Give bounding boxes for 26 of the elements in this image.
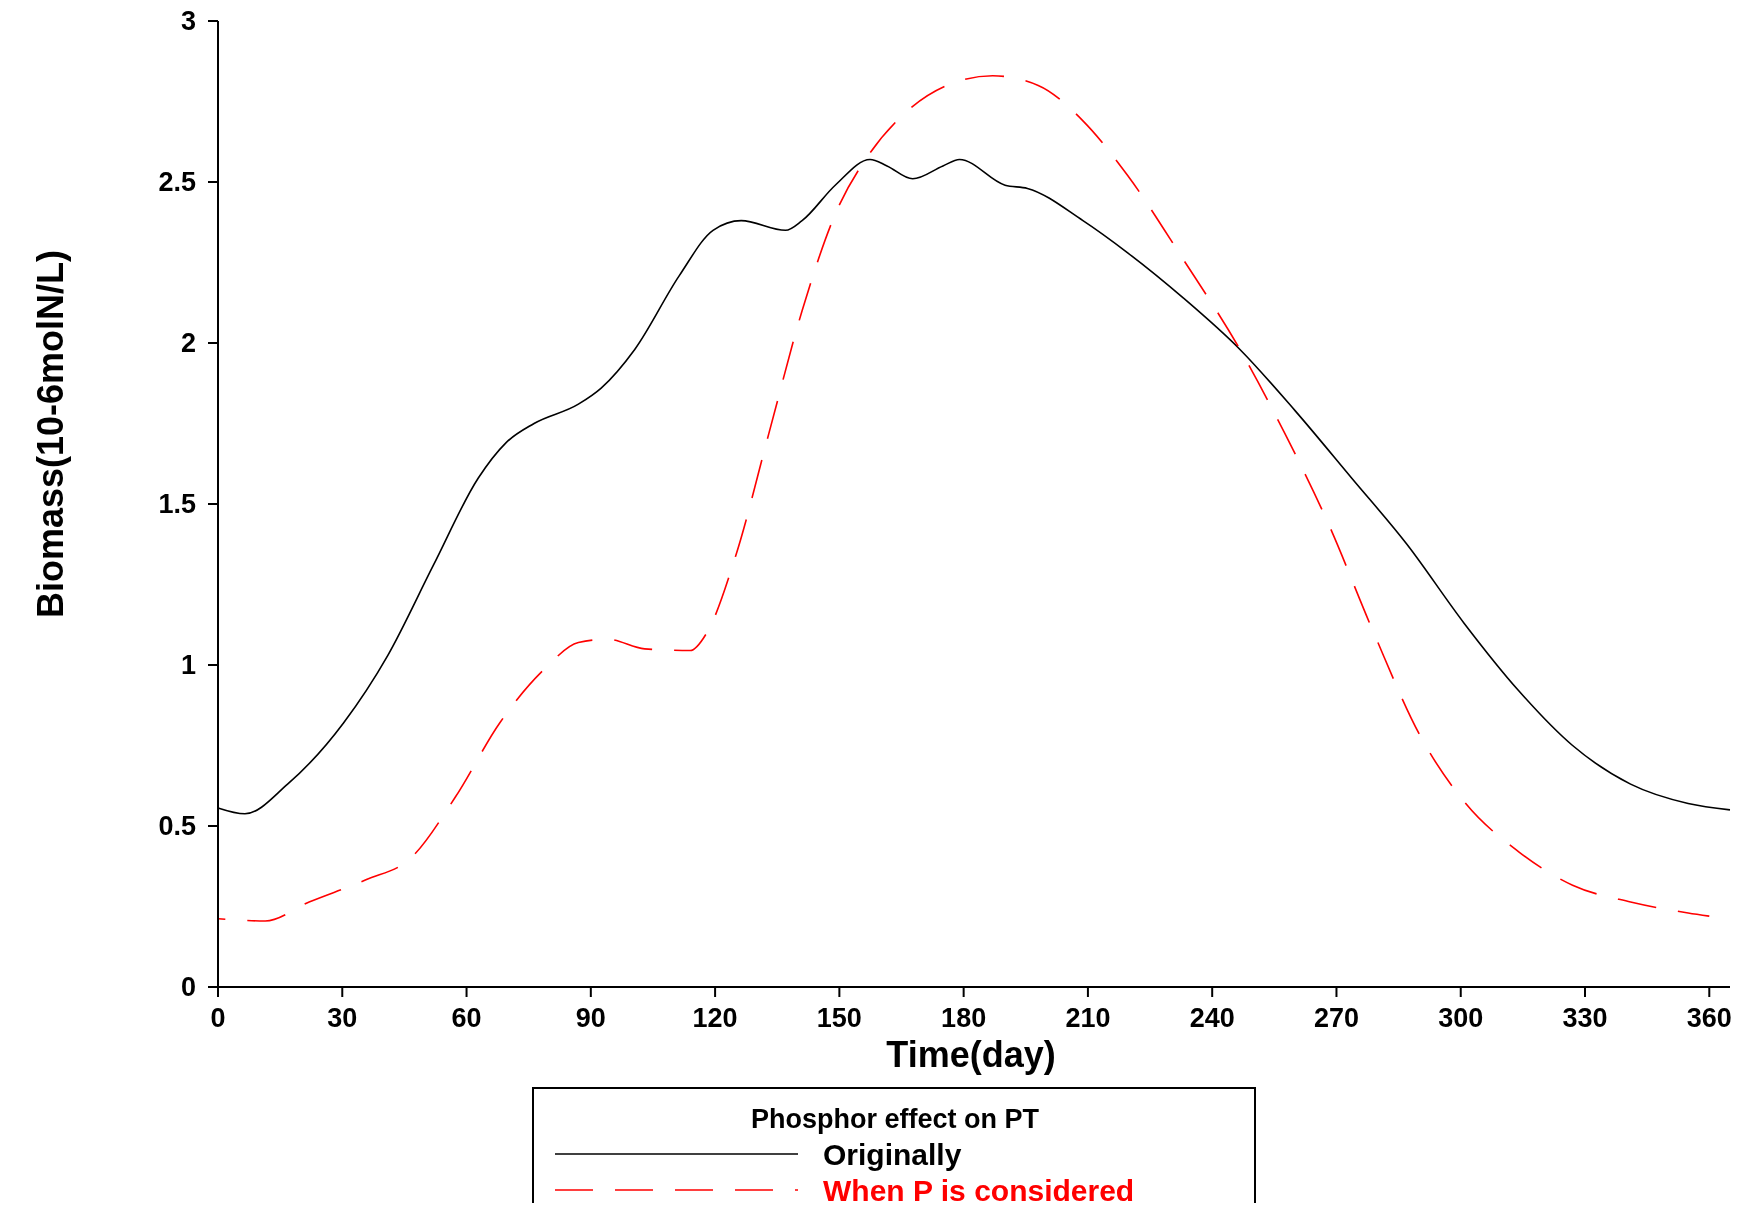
y-tick-label: 0 — [180, 972, 196, 1003]
x-tick-label: 240 — [1189, 1003, 1235, 1033]
y-tick-label: 1 — [180, 650, 196, 681]
x-axis-title: Time(day) — [886, 1034, 1056, 1075]
y-tick-label: 2.5 — [158, 167, 196, 198]
x-tick-label: 60 — [451, 1003, 482, 1033]
y-tick-label: 3 — [180, 6, 196, 37]
x-tick-label: 270 — [1313, 1003, 1359, 1033]
x-tick-label: 300 — [1438, 1003, 1484, 1033]
x-tick-label: 30 — [327, 1003, 358, 1033]
x-tick-label: 120 — [692, 1003, 738, 1033]
x-tick-label: 150 — [816, 1003, 862, 1033]
y-tick-label: 2 — [180, 328, 196, 359]
legend-title: Phosphor effect on PT — [750, 1104, 1040, 1134]
y-tick-label: 1.5 — [158, 489, 196, 520]
text: Originally — [823, 1137, 962, 1171]
y-axis-title: Biomass(10-6molN/L) — [30, 249, 71, 619]
x-tick-label: 210 — [1065, 1003, 1111, 1033]
x-tick-label: 330 — [1562, 1003, 1608, 1033]
x-tick-label: 360 — [1686, 1003, 1732, 1033]
x-tick-label: 90 — [575, 1003, 606, 1033]
y-tick-label: 0.5 — [158, 811, 196, 842]
x-tick-label: 0 — [210, 1003, 226, 1033]
line-series — [217, 74, 1711, 922]
text: When P is considered — [823, 1173, 1135, 1207]
x-tick-label: 180 — [941, 1003, 987, 1033]
